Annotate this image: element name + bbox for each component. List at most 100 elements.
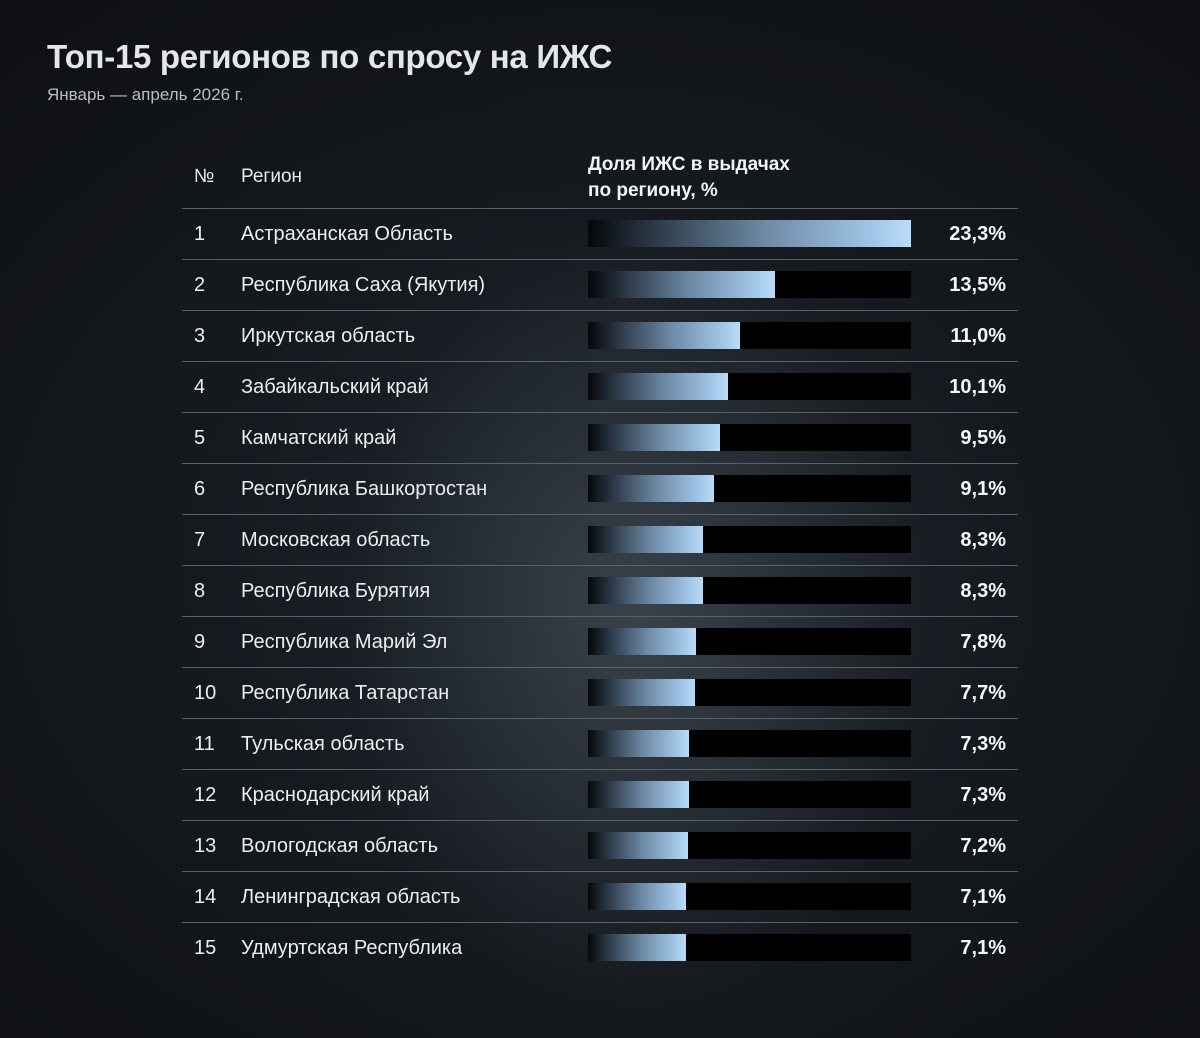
bar-track <box>588 271 911 298</box>
bar <box>588 220 911 247</box>
row-region-label: Забайкальский край <box>241 376 429 398</box>
row-rank: 9 <box>194 631 206 653</box>
bar-track <box>588 883 911 910</box>
table-row: 12 Краснодарский край 7,3% <box>182 770 1018 821</box>
bar <box>588 475 714 502</box>
bar <box>588 577 703 604</box>
row-region-label: Республика Бурятия <box>241 580 431 602</box>
row-value-label: 8,3% <box>960 529 1006 551</box>
row-rank: 6 <box>194 478 206 500</box>
row-region-label: Астраханская Область <box>241 223 453 245</box>
row-value-label: 8,3% <box>960 580 1006 602</box>
row-value-label: 7,2% <box>960 835 1006 857</box>
column-header-share-line1: Доля ИЖС в выдачах <box>588 154 790 175</box>
row-value-label: 9,5% <box>960 427 1006 449</box>
bar-track <box>588 526 911 553</box>
table-row: 8 Республика Бурятия 8,3% <box>182 566 1018 617</box>
bar <box>588 628 696 655</box>
bar <box>588 781 689 808</box>
row-rank: 10 <box>194 682 217 704</box>
bar <box>588 373 728 400</box>
row-value-label: 7,8% <box>960 631 1006 653</box>
row-rank: 11 <box>194 733 215 755</box>
table-row: 6 Республика Башкортостан 9,1% <box>182 464 1018 515</box>
bar-track <box>588 475 911 502</box>
bar <box>588 730 689 757</box>
bar-track <box>588 577 911 604</box>
row-value-label: 23,3% <box>949 223 1006 245</box>
row-value-label: 7,3% <box>960 733 1006 755</box>
bar-track <box>588 832 911 859</box>
row-rank: 3 <box>194 325 206 347</box>
bar <box>588 832 688 859</box>
bar-track <box>588 781 911 808</box>
chart-subtitle: Январь — апрель 2026 г. <box>47 85 244 104</box>
ranking-table: № Регион Доля ИЖС в выдачах по региону, … <box>182 148 1018 973</box>
row-value-label: 7,1% <box>960 937 1006 959</box>
row-region-label: Республика Саха (Якутия) <box>241 274 486 296</box>
row-value-label: 13,5% <box>949 274 1006 296</box>
bar <box>588 271 775 298</box>
row-rank: 1 <box>194 223 206 245</box>
row-value-label: 7,1% <box>960 886 1006 908</box>
row-value-label: 7,3% <box>960 784 1006 806</box>
bar <box>588 526 703 553</box>
bar-track <box>588 424 911 451</box>
bar <box>588 424 720 451</box>
column-header-region: Регион <box>241 166 303 187</box>
row-rank: 7 <box>194 529 206 551</box>
column-header-number: № <box>194 166 215 187</box>
bar-track <box>588 322 911 349</box>
bar-track <box>588 373 911 400</box>
column-header-share: Доля ИЖС в выдачах по региону, % <box>588 152 848 204</box>
bar <box>588 934 686 961</box>
row-value-label: 9,1% <box>960 478 1006 500</box>
row-region-label: Тульская область <box>241 733 405 755</box>
table-row: 7 Московская область 8,3% <box>182 515 1018 566</box>
row-rank: 4 <box>194 376 206 398</box>
row-value-label: 10,1% <box>949 376 1006 398</box>
row-region-label: Республика Марий Эл <box>241 631 448 653</box>
table-row: 9 Республика Марий Эл 7,8% <box>182 617 1018 668</box>
bar-track <box>588 220 911 247</box>
bar-track <box>588 628 911 655</box>
row-region-label: Камчатский край <box>241 427 397 449</box>
table-row: 13 Вологодская область 7,2% <box>182 821 1018 872</box>
row-region-label: Удмуртская Республика <box>241 937 463 959</box>
table-row: 3 Иркутская область 11,0% <box>182 311 1018 362</box>
column-header-share-line2: по региону, % <box>588 180 718 201</box>
row-rank: 12 <box>194 784 217 806</box>
bar <box>588 679 695 706</box>
row-rank: 13 <box>194 835 217 857</box>
table-row: 14 Ленинградская область 7,1% <box>182 872 1018 923</box>
row-rank: 14 <box>194 886 217 908</box>
row-region-label: Ленинградская область <box>241 886 461 908</box>
row-rank: 5 <box>194 427 206 449</box>
row-region-label: Краснодарский край <box>241 784 430 806</box>
row-rank: 15 <box>194 937 217 959</box>
bar-track <box>588 679 911 706</box>
bar-track <box>588 730 911 757</box>
chart-title: Топ-15 регионов по спросу на ИЖС <box>47 38 612 75</box>
bar <box>588 322 740 349</box>
bar <box>588 883 686 910</box>
table-header: № Регион Доля ИЖС в выдачах по региону, … <box>182 148 1018 209</box>
table-row: 4 Забайкальский край 10,1% <box>182 362 1018 413</box>
table-row: 5 Камчатский край 9,5% <box>182 413 1018 464</box>
row-region-label: Иркутская область <box>241 325 416 347</box>
table-row: 10 Республика Татарстан 7,7% <box>182 668 1018 719</box>
table-body: 1 Астраханская Область 23,3% 2 Республика Са… <box>182 209 1018 973</box>
table-row: 2 Республика Саха (Якутия) 13,5% <box>182 260 1018 311</box>
bar-track <box>588 934 911 961</box>
row-region-label: Московская область <box>241 529 431 551</box>
table-row: 1 Астраханская Область 23,3% <box>182 209 1018 260</box>
row-region-label: Республика Башкортостан <box>241 478 488 500</box>
row-value-label: 7,7% <box>960 682 1006 704</box>
row-rank: 8 <box>194 580 206 602</box>
row-value-label: 11,0% <box>950 325 1006 347</box>
row-region-label: Вологодская область <box>241 835 439 857</box>
table-row: 15 Удмуртская Республика 7,1% <box>182 923 1018 973</box>
row-rank: 2 <box>194 274 206 296</box>
table-row: 11 Тульская область 7,3% <box>182 719 1018 770</box>
row-region-label: Республика Татарстан <box>241 682 450 704</box>
